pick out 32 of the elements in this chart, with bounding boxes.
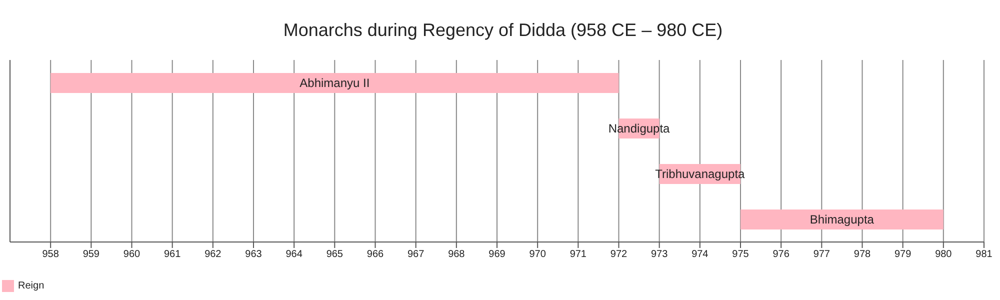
bar bbox=[50, 73, 619, 93]
x-tick-label: 968 bbox=[448, 249, 466, 260]
y-tick-label: Nandigupta bbox=[608, 122, 670, 136]
x-tick-label: 961 bbox=[164, 249, 182, 260]
x-tick-label: 978 bbox=[854, 249, 872, 260]
y-tick-label: Tribhuvanagupta bbox=[655, 167, 746, 182]
x-tick-label: 964 bbox=[286, 249, 303, 260]
x-tick-label: 966 bbox=[366, 249, 384, 260]
chart-title: Monarchs during Regency of Didda (958 CE – 980 CE) bbox=[282, 19, 724, 42]
x-tick-label: 960 bbox=[123, 249, 141, 260]
x-tick-label: 959 bbox=[82, 249, 100, 260]
y-tick-label: Abhimanyu II bbox=[300, 76, 370, 90]
x-tick-label: 967 bbox=[407, 249, 425, 260]
x-tick-label: 981 bbox=[976, 249, 993, 260]
x-tick-label: 977 bbox=[813, 249, 830, 260]
y-tick-label: Bhimagupta bbox=[810, 212, 874, 227]
legend-label: Reign bbox=[18, 280, 44, 292]
x-tick-label: 963 bbox=[245, 249, 262, 260]
bar bbox=[740, 210, 944, 230]
x-tick-label: 962 bbox=[204, 249, 222, 260]
x-tick-label: 958 bbox=[42, 249, 60, 260]
x-tick-label: 979 bbox=[894, 249, 912, 260]
x-tick-label: 971 bbox=[570, 249, 587, 260]
x-tick-label: 975 bbox=[732, 249, 750, 260]
x-tick-label: 976 bbox=[772, 249, 790, 260]
x-tick-label: 973 bbox=[650, 249, 668, 260]
x-tick-label: 972 bbox=[610, 249, 628, 260]
x-tick-label: 969 bbox=[488, 249, 506, 260]
x-tick-label: 980 bbox=[935, 249, 952, 260]
x-tick-label: 970 bbox=[529, 249, 546, 260]
x-tick-label: 965 bbox=[326, 249, 344, 260]
x-tick-label: 974 bbox=[692, 249, 709, 260]
